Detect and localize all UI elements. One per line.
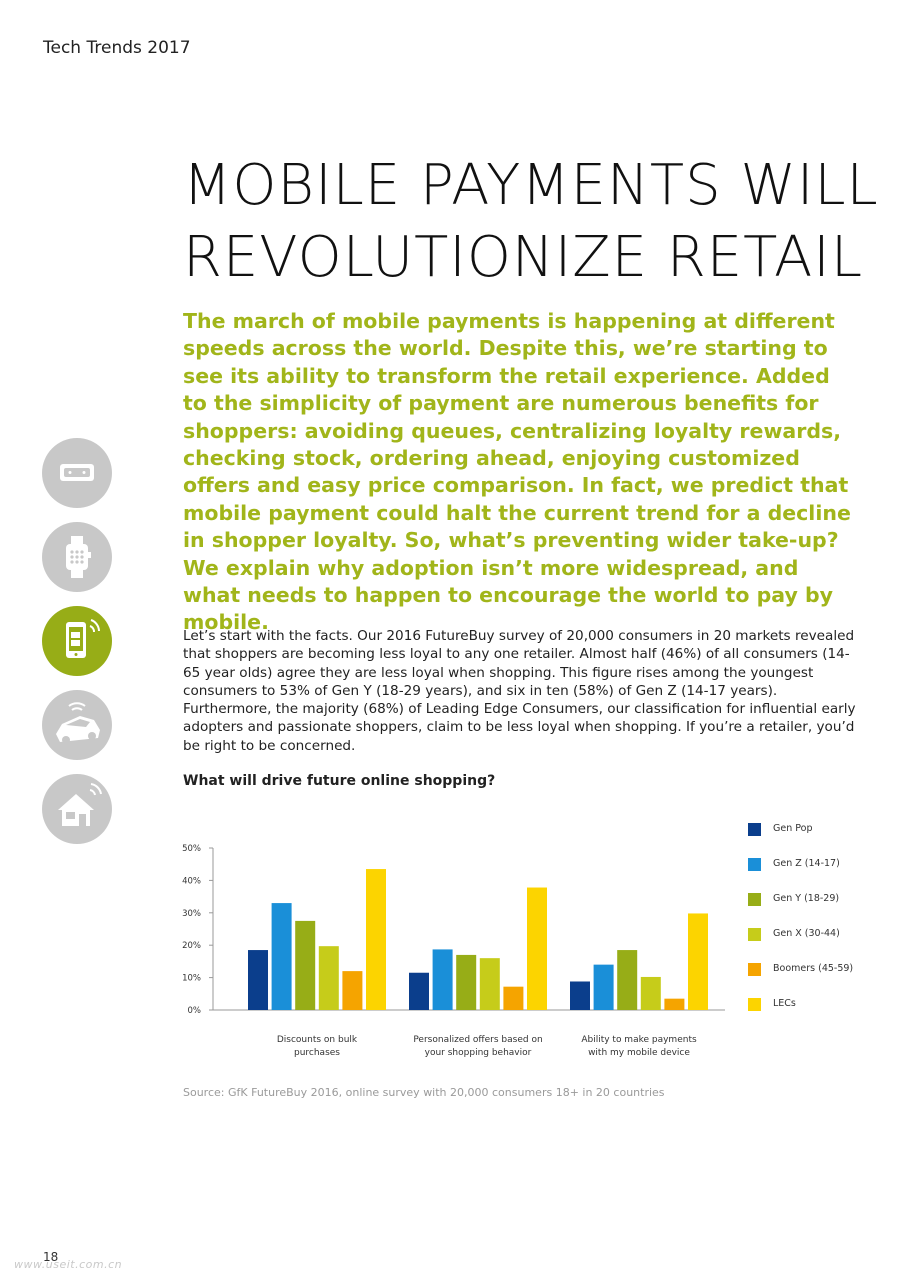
bar [432,949,453,1010]
smart-home-icon[interactable] [42,774,112,844]
running-header: Tech Trends 2017 [43,38,191,58]
y-tick-label: 0% [188,1006,202,1016]
legend-item: LECs [748,995,888,1013]
bar [593,964,614,1010]
bar [503,986,524,1010]
bar [640,976,661,1010]
y-tick-label: 10% [182,974,201,984]
y-tick-label: 40% [182,876,201,886]
x-category-label: Discounts on bulk [277,1035,358,1045]
y-tick-label: 50% [182,844,201,854]
lead-paragraph: The march of mobile payments is happenin… [183,309,851,635]
legend-swatch [748,998,761,1011]
bar [570,981,590,1010]
bar-chart: 0% 10% 20% 30% 40% 50% Discounts on bulk purcha… [182,844,725,1058]
x-category-label: Ability to make payments [581,1035,697,1045]
legend-swatch [748,928,761,941]
y-tick-label: 20% [182,941,201,951]
legend-item: Gen Y (18-29) [748,890,888,908]
legend-label: Gen Pop [773,823,813,834]
page-title-line-1: MOBILE PAYMENTS WILL [183,153,879,218]
y-tick-label: 30% [182,909,201,919]
bar [342,971,363,1010]
smartwatch-icon[interactable] [42,522,112,592]
bar [617,950,638,1010]
legend-swatch [748,823,761,836]
legend-swatch [748,893,761,906]
bar [248,950,268,1010]
bar [318,946,339,1010]
watermark: www.useit.com.cn [14,1258,123,1271]
legend-swatch [748,858,761,871]
source-note: Source: GfK FutureBuy 2016, online surve… [183,1086,665,1099]
bar [664,998,685,1010]
mobile-payment-icon[interactable] [42,606,112,676]
legend-item: Gen X (30-44) [748,925,888,943]
page-number: 18 [43,1250,59,1264]
legend-label: LECs [773,998,796,1009]
connected-car-icon[interactable] [42,690,112,760]
x-category-label: purchases [294,1048,340,1058]
body-paragraph: Let’s start with the facts. Our 2016 Fut… [183,628,856,754]
bar [409,972,429,1010]
vr-headset-icon[interactable] [42,438,112,508]
legend-label: Boomers (45-59) [773,963,854,974]
legend-item: Gen Pop [748,820,888,838]
bar [271,903,292,1010]
legend-swatch [748,963,761,976]
page-title: MOBILE PAYMENTS WILL REVOLUTIONIZE RETAI… [183,150,883,294]
x-category-label: your shopping behavior [425,1048,532,1058]
legend-item: Boomers (45-59) [748,960,888,978]
chart-title: What will drive future online shopping? [183,773,496,789]
legend-label: Gen Y (18-29) [773,893,840,904]
bar [456,954,477,1010]
legend-label: Gen Z (14-17) [773,858,840,869]
bar [527,887,547,1010]
x-category-label: with my mobile device [588,1048,690,1058]
bar [688,913,708,1010]
bar [295,920,316,1010]
legend-label: Gen X (30-44) [773,928,840,939]
bar [479,958,500,1010]
page-title-line-2: REVOLUTIONIZE RETAIL [183,225,864,290]
legend-item: Gen Z (14-17) [748,855,888,873]
x-category-label: Personalized offers based on [413,1035,542,1045]
bar [366,869,386,1010]
